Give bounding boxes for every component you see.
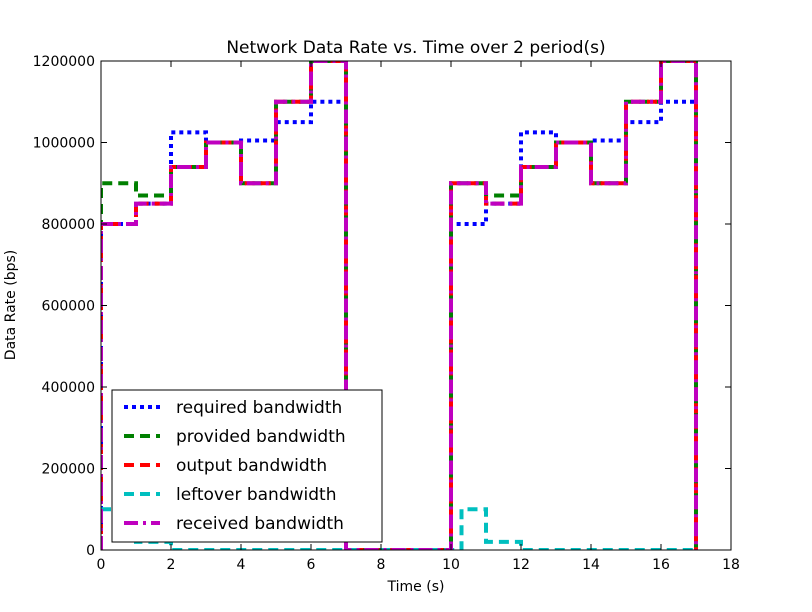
x-tick-label: 6 — [307, 557, 316, 573]
legend: required bandwidth provided bandwidth outp… — [111, 389, 383, 543]
legend-label: provided bandwidth — [176, 427, 346, 447]
x-tick-label: 8 — [377, 557, 386, 573]
y-tick-label: 1000000 — [33, 136, 95, 152]
x-tick-label: 10 — [442, 557, 460, 573]
y-tick-label: 800000 — [42, 217, 95, 233]
x-tick-label: 14 — [582, 557, 600, 573]
y-axis-label: Data Rate (bps) — [3, 250, 19, 360]
y-tick-label: 0 — [86, 543, 95, 559]
x-tick-label: 16 — [652, 557, 670, 573]
legend-label: output bandwidth — [176, 456, 327, 476]
x-axis-label: Time (s) — [387, 579, 445, 595]
series-line-provided-bandwidth — [101, 61, 698, 550]
legend-label: leftover bandwidth — [176, 485, 336, 505]
x-tick-label: 4 — [237, 557, 246, 573]
chart-title: Network Data Rate vs. Time over 2 period… — [226, 38, 605, 58]
x-tick-label: 12 — [512, 557, 530, 573]
ticks-layer: 0 2 4 6 8 10 12 14 16 18 0 200000 400000 600000 800000… — [33, 54, 740, 573]
x-tick-label: 2 — [167, 557, 176, 573]
legend-label: received bandwidth — [176, 514, 344, 534]
y-tick-label: 400000 — [42, 380, 95, 396]
x-tick-label: 0 — [97, 557, 106, 573]
y-tick-label: 200000 — [42, 462, 95, 478]
series-layer — [101, 61, 698, 550]
legend-label: required bandwidth — [176, 398, 342, 418]
x-tick-label: 18 — [722, 557, 740, 573]
y-tick-label: 1200000 — [33, 54, 95, 70]
series-line-output-bandwidth — [101, 61, 698, 550]
y-tick-label: 600000 — [42, 299, 95, 315]
